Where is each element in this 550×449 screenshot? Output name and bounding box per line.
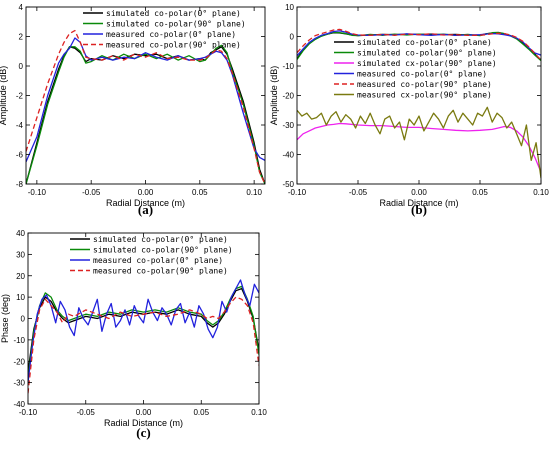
x-axis-label: Radial Distance (m) (104, 418, 183, 428)
y-tick-label: -40 (282, 151, 294, 160)
series-line-3 (28, 296, 259, 394)
legend-label-2: measured co-polar(0° plane) (106, 30, 236, 39)
legend-label-3: measured co-polar(0° plane) (357, 70, 487, 79)
x-tick-label: -0.05 (82, 188, 101, 197)
y-axis-label: Amplitude (dB) (0, 66, 8, 126)
legend-label-3: measured co-polar(90° plane) (93, 267, 228, 276)
panel-caption: (a) (138, 202, 153, 217)
y-tick-label: 20 (16, 272, 25, 281)
y-tick-label: -4 (16, 121, 24, 130)
y-tick-label: 0 (21, 315, 26, 324)
y-tick-label: 30 (16, 250, 25, 259)
x-axis-label: Radial Distance (m) (106, 198, 185, 208)
y-axis-label: Phase (deg) (0, 294, 10, 343)
y-tick-label: -2 (16, 92, 24, 101)
plot-area (297, 28, 541, 179)
x-tick-label: 0.00 (136, 408, 152, 417)
chart-a: -0.10 -0.05 0.00 0.05 0.10 -8 -6 -4 -2 0 2 4 Radial … (0, 3, 266, 217)
legend-label-0: simulated co-polar(0° plane) (357, 38, 492, 47)
plot-area (28, 279, 259, 394)
series-line-3 (26, 29, 265, 184)
x-axis-label: Radial Distance (m) (379, 198, 458, 208)
legend: simulated co-polar(0° plane) simulated co… (334, 38, 497, 100)
y-tick-label: -40 (13, 400, 25, 409)
series-line-1 (28, 285, 259, 379)
legend-label-2: simulated cx-polar(90° plane) (357, 59, 497, 68)
x-tick-label: 0.10 (246, 188, 262, 197)
legend: simulated co-polar(0° plane) simulated co… (70, 235, 233, 276)
x-tick-label: -0.05 (349, 188, 368, 197)
y-tick-label: 0 (19, 62, 24, 71)
legend-label-4: measured co-polar(90° plane) (357, 80, 492, 89)
legend-label-5: measured cx-polar(90° plane) (357, 91, 492, 100)
legend-label-3: measured co-polar(90° plane) (106, 41, 241, 50)
y-tick-label: 2 (19, 33, 24, 42)
legend-label-0: simulated co-polar(0° plane) (106, 9, 241, 18)
series-line-5 (297, 106, 541, 179)
legend-label-1: simulated co-polar(90° plane) (93, 246, 233, 255)
x-tick-label: 0.10 (533, 188, 549, 197)
y-tick-label: 10 (16, 293, 25, 302)
legend-label-1: simulated co-polar(90° plane) (357, 49, 497, 58)
x-tick-label: 0.05 (472, 188, 488, 197)
y-tick-label: -20 (282, 92, 294, 101)
legend-label-1: simulated co-polar(90° plane) (106, 20, 246, 29)
y-tick-label: 40 (16, 229, 25, 238)
chart-b: -0.10 -0.05 0.00 0.05 0.10 -50 -40 -30 -20 -10 0 10… (269, 3, 549, 217)
y-axis-label: Amplitude (dB) (269, 66, 279, 126)
legend-label-0: simulated co-polar(0° plane) (93, 235, 228, 244)
series-line-0 (28, 287, 259, 372)
y-tick-label: -30 (282, 121, 294, 130)
x-tick-label: 0.10 (251, 408, 267, 417)
chart-c: -0.10 -0.05 0.00 0.05 0.10 -40 -30 -20 -10 0 10 20 3… (0, 229, 267, 440)
y-tick-label: -6 (16, 151, 24, 160)
plot-area (26, 29, 265, 184)
x-tick-label: -0.10 (28, 188, 47, 197)
x-tick-label: 0.05 (192, 188, 208, 197)
y-tick-label: -10 (282, 62, 294, 71)
x-tick-label: -0.10 (19, 408, 38, 417)
y-tick-label: -30 (13, 379, 25, 388)
panel-caption: (b) (411, 202, 427, 217)
x-tick-label: 0.00 (411, 188, 427, 197)
legend: simulated co-polar(0° plane) simulated co… (83, 9, 246, 50)
series-line-2 (297, 122, 541, 173)
y-tick-label: -20 (13, 357, 25, 366)
panel-caption: (c) (136, 425, 150, 440)
y-tick-label: -8 (16, 180, 24, 189)
y-tick-label: 4 (19, 3, 24, 12)
y-tick-label: -10 (13, 336, 25, 345)
legend-label-2: measured co-polar(0° plane) (93, 256, 223, 265)
y-tick-label: 10 (285, 3, 294, 12)
x-tick-label: -0.05 (77, 408, 96, 417)
x-tick-label: 0.00 (138, 188, 154, 197)
y-tick-label: 0 (290, 33, 295, 42)
series-line-4 (297, 28, 541, 61)
x-tick-label: -0.10 (288, 188, 307, 197)
y-tick-label: -50 (282, 180, 294, 189)
x-tick-label: 0.05 (193, 408, 209, 417)
series-line-2 (28, 279, 259, 383)
